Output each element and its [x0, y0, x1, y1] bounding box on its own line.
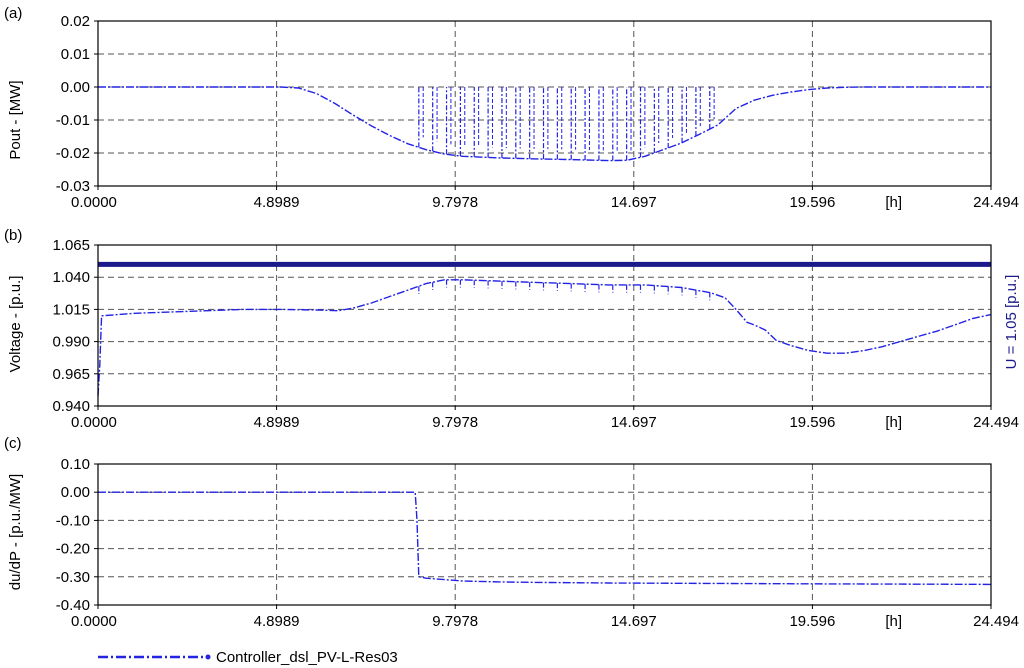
panel-a-xtick-5: 24.494	[973, 194, 1019, 211]
panel-a-ytick-3: -0.01	[56, 112, 90, 129]
panel-c-xtick-2: 9.7978	[432, 613, 478, 630]
panel-c-xtick-1: 4.8989	[254, 613, 300, 630]
legend-label: Controller_dsl_PV-L-Res03	[216, 649, 398, 666]
panel-c-ytick-2: -0.10	[56, 512, 90, 529]
panel-a-xtick-3: 14.697	[611, 194, 657, 211]
panel-c-xtick-3: 14.697	[611, 613, 657, 630]
panel-b-xticks: 0.0000 4.8989 9.7978 14.697 19.596 24.494	[71, 406, 1019, 431]
panel-c-ytick-1: 0.00	[61, 484, 90, 501]
panel-b-yticks: 1.065 1.040 1.015 0.990 0.965 0.940	[52, 237, 98, 415]
panel-a: (a) Pout - [MW] 0.02 0.01 0.00 -0.01 -0.02 -0…	[4, 5, 1019, 211]
panel-b-series-line	[97, 279, 992, 396]
panel-c-xtick-4: 19.596	[789, 613, 835, 630]
panel-b-xtick-2: 9.7978	[432, 414, 478, 431]
legend: Controller_dsl_PV-L-Res03	[98, 649, 398, 666]
panel-a-label: (a)	[4, 5, 22, 22]
panel-b-ytick-0: 1.065	[52, 237, 90, 254]
panel-a-xtick-1: 4.8989	[254, 194, 300, 211]
panel-b-xtick-5: 24.494	[973, 414, 1019, 431]
panel-a-series	[98, 86, 991, 162]
panel-a-xtick-0: 0.0000	[71, 194, 117, 211]
panel-c: (c) du/dP - [p.u./MW] 0.10 0.00 -0.10 -0.20…	[4, 435, 1019, 630]
panel-b-ylabel: Voltage - [p.u.]	[7, 276, 24, 373]
panel-a-xunit: [h]	[885, 194, 902, 211]
panel-c-xtick-0: 0.0000	[71, 613, 117, 630]
panel-b-series	[97, 279, 992, 396]
panel-a-series-line	[98, 86, 991, 162]
panel-c-series	[98, 491, 992, 586]
panel-c-ytick-3: -0.20	[56, 541, 90, 558]
panel-a-frame	[97, 20, 992, 187]
panel-b-label: (b)	[4, 227, 22, 244]
panel-a-ytick-5: -0.03	[56, 178, 90, 195]
panel-a-xtick-4: 19.596	[789, 194, 835, 211]
panel-b-ytick-1: 1.040	[52, 269, 90, 286]
panel-c-series-line	[98, 491, 992, 586]
panel-a-ytick-0: 0.02	[61, 13, 90, 30]
panel-b-xtick-4: 19.596	[789, 414, 835, 431]
panel-a-ytick-4: -0.02	[56, 145, 90, 162]
panel-c-ylabel: du/dP - [p.u./MW]	[7, 474, 24, 590]
panel-a-ytick-1: 0.01	[61, 46, 90, 63]
panel-c-label: (c)	[4, 435, 22, 452]
panel-c-xtick-5: 24.494	[973, 613, 1019, 630]
panel-b-xtick-1: 4.8989	[254, 414, 300, 431]
panel-b-frame	[97, 244, 992, 407]
panel-c-ytick-5: -0.40	[56, 597, 90, 614]
panel-b-xtick-3: 14.697	[611, 414, 657, 431]
panel-b-xunit: [h]	[885, 414, 902, 431]
panel-a-ytick-2: 0.00	[61, 79, 90, 96]
panel-b-grid	[98, 245, 991, 406]
panel-b-reference-label: U = 1.05 [p.u.]	[1003, 275, 1020, 370]
panel-a-xtick-2: 9.7978	[432, 194, 478, 211]
panel-c-ytick-4: -0.30	[56, 569, 90, 586]
panel-a-grid	[98, 21, 991, 186]
panel-a-ylabel: Pout - [MW]	[7, 80, 24, 159]
panel-b-ytick-2: 1.015	[52, 301, 90, 318]
panel-a-xticks: 0.0000 4.8989 9.7978 14.697 19.596 24.494	[71, 186, 1019, 211]
legend-swatch-marker	[205, 654, 211, 660]
panel-b-ytick-3: 0.990	[52, 334, 90, 351]
panel-c-ytick-0: 0.10	[61, 456, 90, 473]
panel-b-xtick-0: 0.0000	[71, 414, 117, 431]
panel-b-ytick-5: 0.940	[52, 398, 90, 415]
panel-b: (b) Voltage - [p.u.] 1.065 1.040 1.015 0.99…	[4, 227, 1020, 431]
panel-c-xunit: [h]	[885, 613, 902, 630]
panel-c-grid	[98, 464, 991, 605]
panel-a-yticks: 0.02 0.01 0.00 -0.01 -0.02 -0.03	[56, 13, 98, 195]
panel-c-yticks: 0.10 0.00 -0.10 -0.20 -0.30 -0.40	[56, 456, 98, 614]
panel-c-frame	[97, 463, 992, 606]
panel-b-ytick-4: 0.965	[52, 366, 90, 383]
panel-c-xticks: 0.0000 4.8989 9.7978 14.697 19.596 24.494	[71, 605, 1019, 630]
